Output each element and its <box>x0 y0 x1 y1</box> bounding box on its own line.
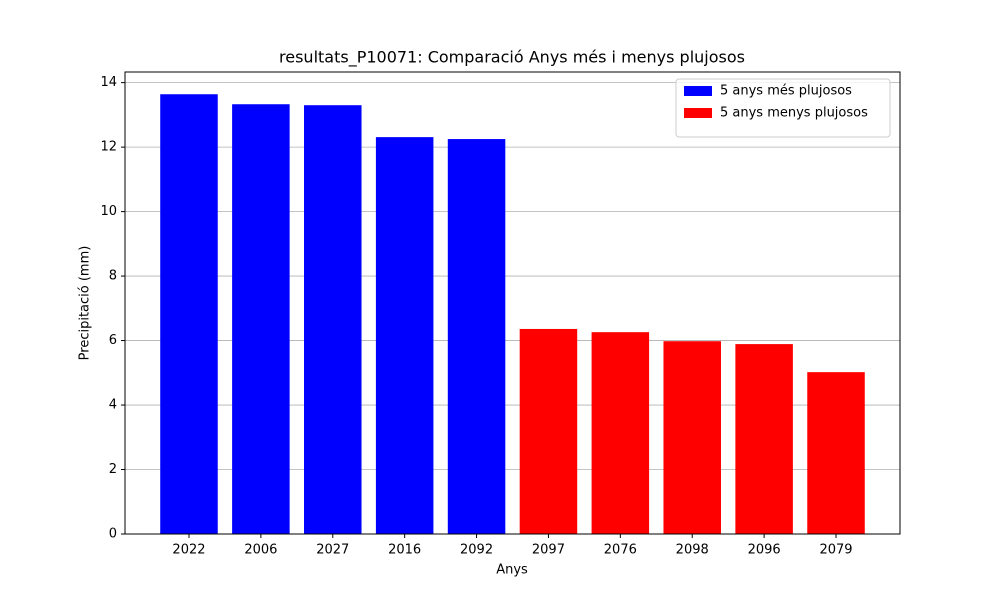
x-tick-label: 2079 <box>819 543 852 558</box>
plot-frame <box>124 71 901 535</box>
x-tick-label: 2092 <box>460 543 493 558</box>
x-tick-label: 2096 <box>748 543 781 558</box>
y-tick-label: 2 <box>109 462 117 477</box>
x-tick-label: 2022 <box>172 543 205 558</box>
legend-box <box>675 78 891 138</box>
bar <box>735 344 793 534</box>
bar <box>519 328 578 534</box>
x-tick-label: 2016 <box>388 543 421 558</box>
bar <box>807 372 865 534</box>
y-tick-label: 6 <box>109 333 117 348</box>
bar <box>375 137 434 534</box>
legend-swatch <box>684 108 712 118</box>
legend-label: 5 anys menys plujosos <box>720 106 868 121</box>
bar <box>160 94 218 534</box>
legend-label: 5 anys més plujosos <box>720 84 852 99</box>
y-tick-label: 14 <box>100 75 117 90</box>
y-tick-label: 8 <box>109 269 117 284</box>
y-tick-label: 0 <box>109 527 117 542</box>
x-tick-label: 2097 <box>532 543 565 558</box>
y-tick-label: 12 <box>100 140 117 155</box>
x-axis-label: Anys <box>496 563 528 578</box>
chart-title: resultats_P10071: Comparació Anys més i … <box>279 48 745 68</box>
x-tick-label: 2076 <box>604 543 637 558</box>
bar <box>663 341 721 534</box>
bar <box>232 104 290 535</box>
bar <box>591 332 650 534</box>
y-axis-label: Precipitació (mm) <box>78 246 93 361</box>
y-tick-label: 10 <box>100 204 117 219</box>
x-tick-label: 2006 <box>244 543 277 558</box>
bar <box>304 105 362 534</box>
y-tick-label: 4 <box>109 398 117 413</box>
x-tick-label: 2098 <box>676 543 709 558</box>
bar <box>447 139 506 534</box>
x-tick-label: 2027 <box>316 543 349 558</box>
legend-swatch <box>684 86 712 96</box>
